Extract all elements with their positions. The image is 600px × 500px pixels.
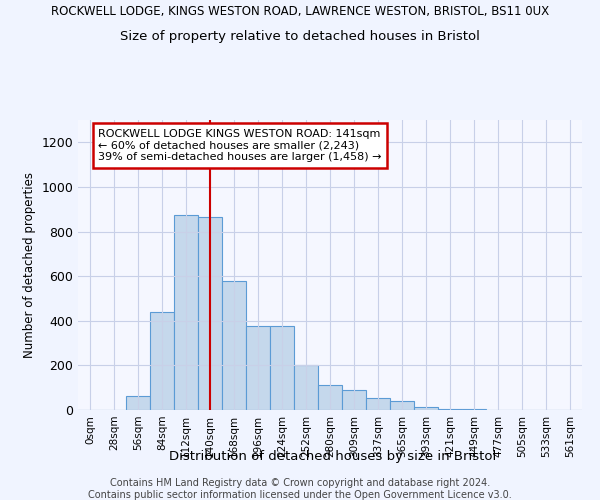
Bar — [126, 396, 150, 410]
Text: ROCKWELL LODGE KINGS WESTON ROAD: 141sqm
← 60% of detached houses are smaller (2: ROCKWELL LODGE KINGS WESTON ROAD: 141sqm… — [98, 129, 382, 162]
Text: Contains HM Land Registry data © Crown copyright and database right 2024.: Contains HM Land Registry data © Crown c… — [110, 478, 490, 488]
Bar — [222, 280, 246, 410]
Text: ROCKWELL LODGE, KINGS WESTON ROAD, LAWRENCE WESTON, BRISTOL, BS11 0UX: ROCKWELL LODGE, KINGS WESTON ROAD, LAWRE… — [51, 5, 549, 18]
Text: Contains public sector information licensed under the Open Government Licence v3: Contains public sector information licen… — [88, 490, 512, 500]
Bar — [342, 390, 366, 410]
Bar — [198, 217, 222, 410]
Bar — [246, 326, 270, 410]
Y-axis label: Number of detached properties: Number of detached properties — [23, 172, 36, 358]
Bar — [150, 312, 174, 410]
Bar — [270, 326, 294, 410]
Text: Distribution of detached houses by size in Bristol: Distribution of detached houses by size … — [169, 450, 497, 463]
Bar — [174, 215, 198, 410]
Bar — [390, 401, 414, 410]
Bar — [366, 398, 390, 410]
Bar — [438, 409, 462, 410]
Bar — [294, 366, 318, 410]
Text: Size of property relative to detached houses in Bristol: Size of property relative to detached ho… — [120, 30, 480, 43]
Bar — [414, 406, 438, 410]
Bar — [318, 386, 342, 410]
